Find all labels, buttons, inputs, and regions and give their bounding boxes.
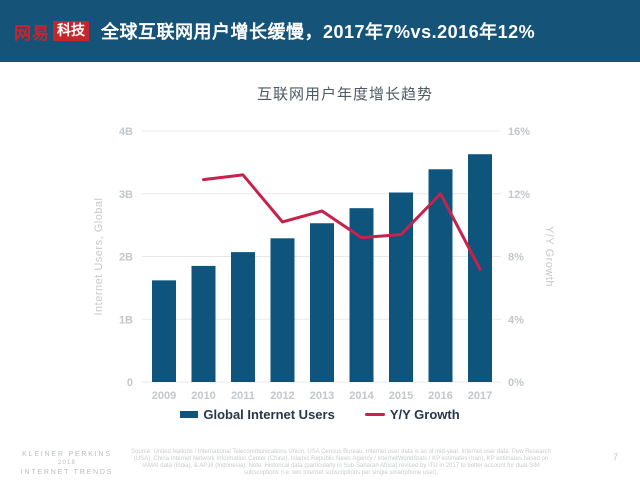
bar-2016 bbox=[428, 169, 453, 382]
legend-item-yy-growth: Y/Y Growth bbox=[364, 406, 460, 422]
chart-title: 互联网用户年度增长趋势 bbox=[256, 86, 433, 103]
left-axis-tick: 0 bbox=[127, 377, 133, 389]
chart-legend: Global Internet Users Y/Y Growth bbox=[0, 406, 640, 422]
legend-line-swatch bbox=[364, 412, 385, 416]
right-axis-tick: 8% bbox=[508, 252, 524, 264]
legend-item-global-internet-users: Global Internet Users bbox=[180, 406, 335, 422]
legend-bar-swatch bbox=[180, 410, 199, 418]
bar-2011 bbox=[231, 252, 255, 382]
left-axis-tick: 2B bbox=[119, 252, 133, 264]
left-axis-title: Internet Users, Global bbox=[93, 198, 105, 316]
legend-label-users: Global Internet Users bbox=[203, 406, 335, 422]
left-axis-tick: 1B bbox=[119, 314, 133, 326]
left-axis-tick: 4B bbox=[119, 126, 133, 138]
bar-2009 bbox=[152, 280, 176, 382]
bar-2010 bbox=[191, 265, 216, 382]
brand-line-3: INTERNET TRENDS bbox=[20, 469, 114, 476]
bar-2013 bbox=[310, 223, 334, 382]
x-axis-label-2014: 2014 bbox=[349, 390, 374, 402]
x-axis-label-2009: 2009 bbox=[152, 390, 176, 402]
logo-suffix-badge: 科技 bbox=[53, 21, 89, 41]
x-axis-label-2017: 2017 bbox=[468, 390, 492, 402]
netease-tech-logo: 网易 科技 bbox=[14, 19, 89, 44]
x-axis-label-2010: 2010 bbox=[191, 390, 215, 402]
logo-brand-text: 网易 bbox=[14, 23, 50, 43]
brand-line-1: KLEINER PERKINS bbox=[22, 451, 112, 458]
right-axis-tick: 12% bbox=[508, 189, 530, 201]
bar-2012 bbox=[270, 238, 295, 382]
bar-2014 bbox=[349, 208, 374, 382]
left-axis-tick: 3B bbox=[119, 189, 133, 201]
kleiner-perkins-branding: KLEINER PERKINS 2018 INTERNET TRENDS bbox=[8, 450, 126, 477]
x-axis-label-2012: 2012 bbox=[270, 390, 294, 402]
header-bar: 网易 科技 全球互联网用户增长缓慢，2017年7%vs.2016年12% bbox=[0, 0, 640, 62]
page-number: 7 bbox=[612, 452, 618, 462]
x-axis-label-2013: 2013 bbox=[310, 390, 334, 402]
source-note: Source: United Nations / International T… bbox=[131, 449, 551, 476]
right-axis-tick: 4% bbox=[508, 314, 524, 326]
brand-line-2: 2018 bbox=[57, 460, 77, 466]
right-axis-tick: 0% bbox=[508, 377, 524, 389]
x-axis-label-2011: 2011 bbox=[231, 390, 255, 402]
slide-headline: 全球互联网用户增长缓慢，2017年7%vs.2016年12% bbox=[101, 22, 536, 42]
right-axis-tick: 16% bbox=[508, 126, 530, 138]
x-axis-label-2016: 2016 bbox=[428, 390, 452, 402]
legend-label-growth: Y/Y Growth bbox=[389, 406, 460, 422]
growth-line bbox=[202, 173, 482, 271]
bar-2015 bbox=[389, 192, 413, 382]
right-axis-title: Y/Y Growth bbox=[543, 226, 555, 287]
x-axis-label-2015: 2015 bbox=[389, 390, 413, 402]
